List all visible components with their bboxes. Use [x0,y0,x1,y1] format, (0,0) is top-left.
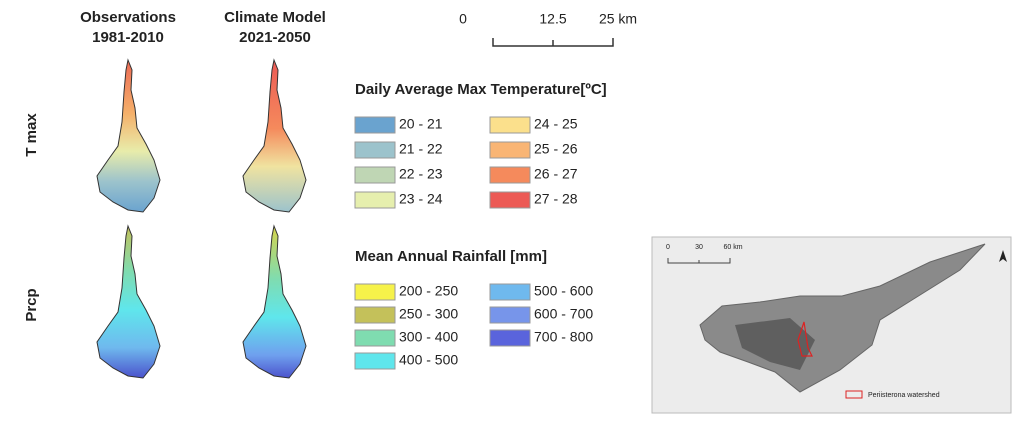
legend-swatch [355,192,395,208]
column-title: Observations [80,9,176,26]
column-title: Climate Model [224,9,326,26]
scale-label: 25 km [599,11,637,27]
map-panel [243,226,306,378]
legend-swatch [355,117,395,133]
legend-swatch [490,142,530,158]
legend-swatch [490,167,530,183]
legend-label: 500 - 600 [534,283,593,299]
legend-swatch [490,192,530,208]
legend-title: Mean Annual Rainfall [mm] [355,248,547,265]
legend-swatch [355,353,395,369]
legend-swatch [355,167,395,183]
legend-label: 27 - 28 [534,191,578,207]
legend-swatch [355,142,395,158]
legend-label: 250 - 300 [399,306,458,322]
figure: Observations 1981-2010 Climate Model 202… [0,0,1016,417]
inset-scale-label: 60 km [723,244,742,251]
legend-title: Daily Average Max Temperature[ºC] [355,81,607,98]
row-label: T max [23,113,40,157]
map-panel [243,60,306,212]
legend-swatch [490,330,530,346]
map-panel [97,60,160,212]
legend-swatch [490,307,530,323]
body: Observations 1981-2010 Climate Model 202… [0,0,1016,417]
legend-label: 20 - 21 [399,116,443,132]
legend-label: 400 - 500 [399,352,458,368]
inset-map [652,237,1011,413]
inset-scale-label: 30 [695,244,703,251]
legend-label: 300 - 400 [399,329,458,345]
column-period: 2021-2050 [239,29,311,46]
legend-label: 25 - 26 [534,141,578,157]
scale-bar [493,38,613,46]
column-period: 1981-2010 [92,29,164,46]
map-panel [97,226,160,378]
legend-label: 23 - 24 [399,191,443,207]
inset-scale-label: 0 [666,244,670,251]
legend-label: 22 - 23 [399,166,443,182]
legend-swatch [355,330,395,346]
legend-label: 21 - 22 [399,141,443,157]
row-label: Prcp [23,288,40,321]
legend-label: 24 - 25 [534,116,578,132]
legend-label: 200 - 250 [399,283,458,299]
scale-label: 12.5 [539,11,566,27]
legend-label: 700 - 800 [534,329,593,345]
page: Watershed climate maps {"columns": [{"ti… [0,0,1016,417]
legend-label: 600 - 700 [534,306,593,322]
legends: Daily Average Max Temperature[ºC] 20 - 21… [355,81,607,369]
legend-swatch [490,117,530,133]
legend-swatch [355,307,395,323]
scale-label: 0 [459,11,467,27]
inset-legend: Periisterona watershed [868,392,940,399]
legend-swatch [355,284,395,300]
legend-swatch [490,284,530,300]
legend-label: 26 - 27 [534,166,578,182]
